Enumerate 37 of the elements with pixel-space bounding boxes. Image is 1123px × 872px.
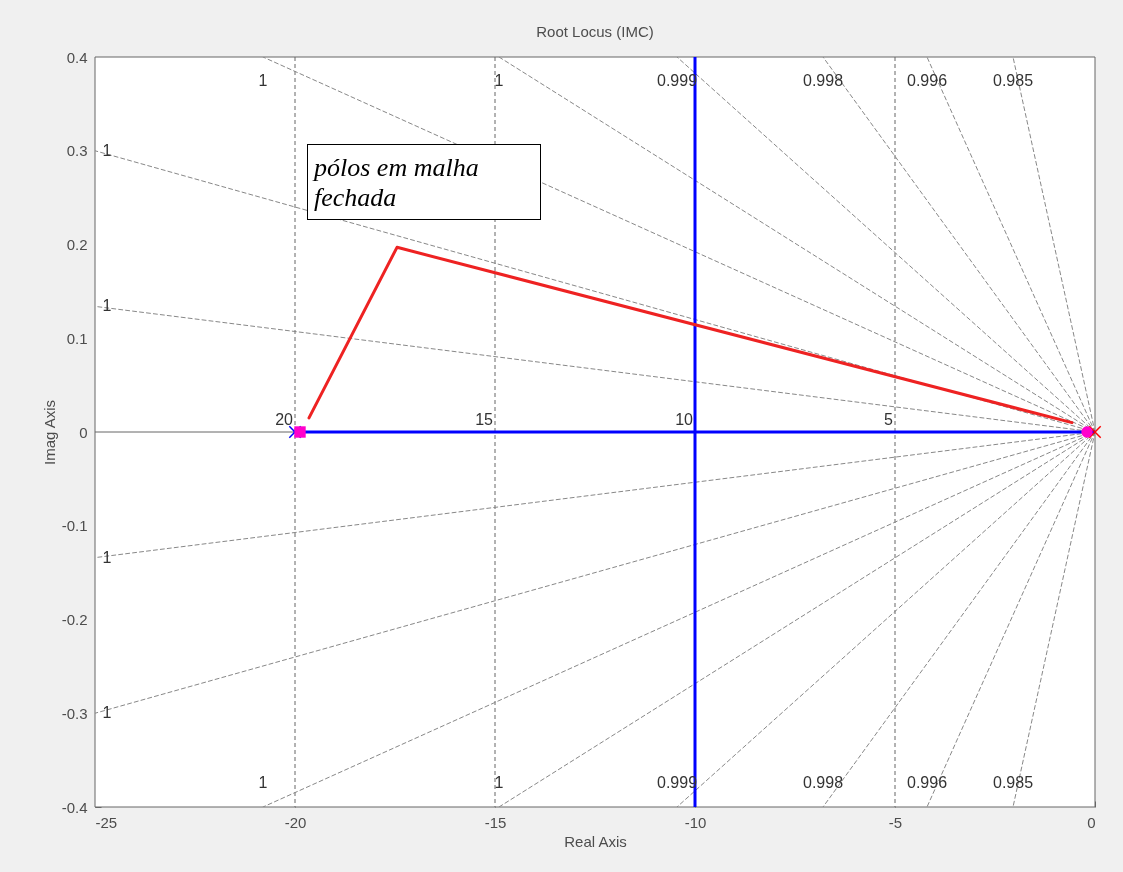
annotation: 20 — [275, 411, 294, 428]
x-tick-label: -20 — [284, 813, 307, 831]
series-label: 0.996 — [906, 72, 948, 89]
y-tick-label: 0.3 — [66, 142, 88, 160]
series-label: 1 — [102, 704, 112, 722]
annotation: pólos em malha fechada — [307, 144, 541, 220]
series-label: 1 — [258, 72, 268, 89]
annotation: 15 — [475, 411, 494, 428]
annotation: 10 — [675, 411, 694, 428]
y-tick-label: 0.2 — [66, 236, 88, 253]
y-tick-label: 0.4 — [66, 48, 88, 66]
series-label: 1 — [102, 297, 112, 315]
series-label: 0.985 — [992, 72, 1034, 89]
series-label: 1 — [494, 72, 504, 89]
series-label: 0.998 — [802, 72, 844, 89]
x-tick-label: -10 — [684, 813, 707, 831]
series-label: 1 — [494, 774, 504, 791]
y-tick-label: -0.1 — [61, 517, 88, 535]
x-tick-label: -5 — [888, 813, 903, 831]
series-label: 0.998 — [802, 774, 844, 791]
y-tick-label: -0.4 — [61, 798, 88, 816]
x-axis-title: Real Axis — [564, 832, 627, 850]
series-label: 1 — [102, 141, 112, 159]
y-tick-label: 0 — [79, 423, 88, 441]
series-label: 0.996 — [906, 774, 948, 791]
y-axis-title: Imag Axis — [40, 399, 58, 466]
y-tick-label: -0.2 — [61, 611, 88, 628]
series-label: 1 — [102, 548, 112, 566]
series-label: 1 — [258, 774, 268, 791]
annotation: 5 — [884, 411, 894, 428]
y-tick-label: 0.1 — [66, 329, 88, 347]
chart-title: Root Locus (IMC) — [536, 23, 654, 40]
y-tick-label: -0.3 — [61, 704, 88, 722]
x-tick-label: -15 — [484, 813, 507, 831]
series-label: 0.985 — [992, 774, 1034, 791]
x-tick-label: -25 — [95, 813, 118, 831]
x-tick-label: 0 — [1087, 813, 1096, 831]
